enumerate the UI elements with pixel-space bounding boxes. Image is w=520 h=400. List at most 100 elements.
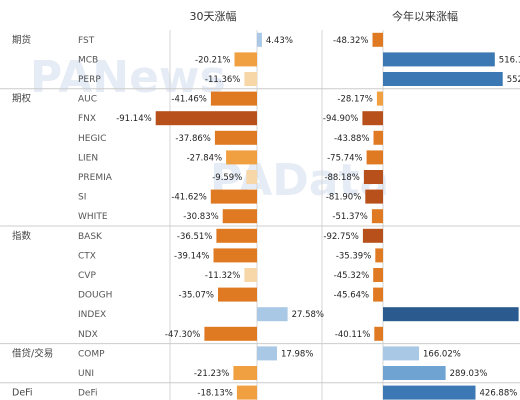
value-label-ytd: -43.88% bbox=[334, 134, 369, 144]
category-label: DeFi bbox=[78, 389, 98, 399]
bar-ytd bbox=[373, 287, 383, 302]
category-label: LIEN bbox=[78, 153, 98, 163]
bars bbox=[155, 32, 519, 400]
bar-ytd bbox=[373, 130, 383, 145]
bar-ytd bbox=[374, 326, 383, 341]
category-label: PREMIA bbox=[78, 173, 113, 183]
bar-ytd bbox=[383, 307, 519, 322]
value-label-ytd: -88.18% bbox=[324, 173, 359, 183]
bar-30d bbox=[213, 248, 257, 263]
category-label: MCB bbox=[78, 55, 98, 65]
value-label-ytd: -94.90% bbox=[323, 114, 358, 124]
category-label: DOUGH bbox=[78, 291, 112, 301]
bar-ytd bbox=[383, 346, 419, 361]
value-label-30d: -36.51% bbox=[177, 232, 212, 242]
value-label-30d: -35.07% bbox=[179, 291, 214, 301]
value-label-30d: -18.13% bbox=[197, 389, 232, 399]
bar-ytd bbox=[362, 228, 383, 243]
bar-30d bbox=[210, 91, 257, 106]
bar-ytd bbox=[366, 150, 383, 165]
panel-header-ytd: 今年以来涨幅 bbox=[392, 9, 458, 23]
bar-30d bbox=[210, 189, 257, 204]
category-label: FST bbox=[78, 36, 95, 46]
bar-ytd bbox=[383, 52, 495, 67]
category-labels: 期货 FST MCB PERP 期权 AUC FNX HEGIC LIEN PREMIA SI WHI… bbox=[12, 34, 113, 399]
bar-30d bbox=[257, 346, 277, 361]
value-label-ytd: 289.03% bbox=[450, 369, 488, 379]
bar-ytd bbox=[375, 248, 383, 263]
bar-ytd bbox=[363, 170, 383, 184]
value-label-ytd: -81.90% bbox=[326, 193, 361, 203]
value-label-30d: -47.30% bbox=[165, 330, 200, 340]
category-label: INDEX bbox=[78, 310, 106, 320]
group-label: DeFi bbox=[12, 388, 33, 399]
value-label-30d: -41.62% bbox=[171, 193, 206, 203]
value-label-ytd: -45.64% bbox=[334, 291, 369, 301]
value-label-ytd: -48.32% bbox=[333, 36, 368, 46]
value-label-ytd: 166.02% bbox=[423, 349, 461, 359]
bar-30d bbox=[233, 366, 257, 380]
bar-ytd bbox=[362, 111, 383, 126]
category-label: FNX bbox=[78, 114, 96, 124]
category-label: UNI bbox=[78, 369, 94, 379]
value-label-30d: -9.59% bbox=[212, 173, 242, 183]
value-label-ytd: 426.88% bbox=[480, 389, 518, 399]
category-label: CTX bbox=[78, 251, 96, 261]
bar-30d bbox=[204, 326, 257, 341]
value-label-30d: 27.58% bbox=[292, 310, 324, 320]
bar-ytd bbox=[376, 91, 383, 106]
category-label: HEGIC bbox=[78, 134, 106, 144]
value-label-30d: -91.14% bbox=[116, 114, 151, 124]
bar-30d bbox=[257, 307, 288, 322]
panel-header-30d: 30天涨幅 bbox=[190, 10, 237, 23]
value-label-ytd: -51.37% bbox=[332, 212, 367, 222]
value-label-30d: -39.14% bbox=[174, 251, 209, 261]
value-labels: 4.43% -48.32% -20.21% 516.19% -11.36% 552.59%… bbox=[116, 36, 520, 399]
category-label: BASK bbox=[78, 232, 103, 242]
value-label-ytd: -40.11% bbox=[335, 330, 370, 340]
category-label: PERP bbox=[78, 75, 101, 85]
bar-30d bbox=[236, 385, 257, 400]
value-label-ytd: -92.75% bbox=[323, 232, 358, 242]
value-label-30d: 4.43% bbox=[266, 36, 293, 46]
bar-ytd bbox=[372, 32, 383, 47]
group-label: 指数 bbox=[12, 230, 32, 242]
category-label: CVP bbox=[78, 271, 96, 281]
value-label-30d: -11.32% bbox=[205, 271, 240, 281]
value-label-ytd: -45.32% bbox=[334, 271, 369, 281]
bar-30d bbox=[257, 32, 262, 47]
bar-30d bbox=[218, 287, 257, 302]
category-label: NDX bbox=[78, 330, 98, 340]
group-label: 期货 bbox=[12, 34, 31, 46]
value-label-30d: -27.84% bbox=[187, 153, 222, 163]
value-label-30d: -37.86% bbox=[175, 134, 210, 144]
group-label: 借贷/交易 bbox=[12, 347, 53, 359]
bar-30d bbox=[234, 52, 257, 67]
value-label-30d: -30.83% bbox=[183, 212, 218, 222]
bar-30d bbox=[214, 130, 257, 145]
bar-30d bbox=[155, 111, 257, 126]
bar-ytd bbox=[383, 72, 503, 86]
value-label-30d: 17.98% bbox=[281, 349, 313, 359]
category-label: AUC bbox=[78, 95, 97, 105]
category-label: WHITE bbox=[78, 212, 108, 222]
category-label: COMP bbox=[78, 349, 105, 359]
panel-headers: 30天涨幅 今年以来涨幅 bbox=[190, 9, 459, 23]
bar-ytd bbox=[365, 189, 383, 204]
value-label-30d: -20.21% bbox=[195, 55, 230, 65]
bar-ytd bbox=[383, 366, 446, 380]
value-label-30d: -11.36% bbox=[205, 75, 240, 85]
bar-30d bbox=[244, 72, 257, 86]
value-label-ytd: 552.59% bbox=[507, 75, 520, 85]
bar-30d bbox=[216, 228, 257, 243]
value-label-ytd: 516.19% bbox=[499, 55, 520, 65]
category-label: SI bbox=[78, 193, 86, 203]
bar-30d bbox=[244, 268, 257, 282]
watermark-left: PANews bbox=[30, 52, 226, 103]
value-label-ytd: -35.39% bbox=[336, 251, 371, 261]
bar-30d bbox=[246, 170, 257, 184]
bar-30d bbox=[222, 209, 257, 224]
value-label-ytd: -75.74% bbox=[327, 153, 362, 163]
value-label-ytd: -28.17% bbox=[337, 95, 372, 105]
